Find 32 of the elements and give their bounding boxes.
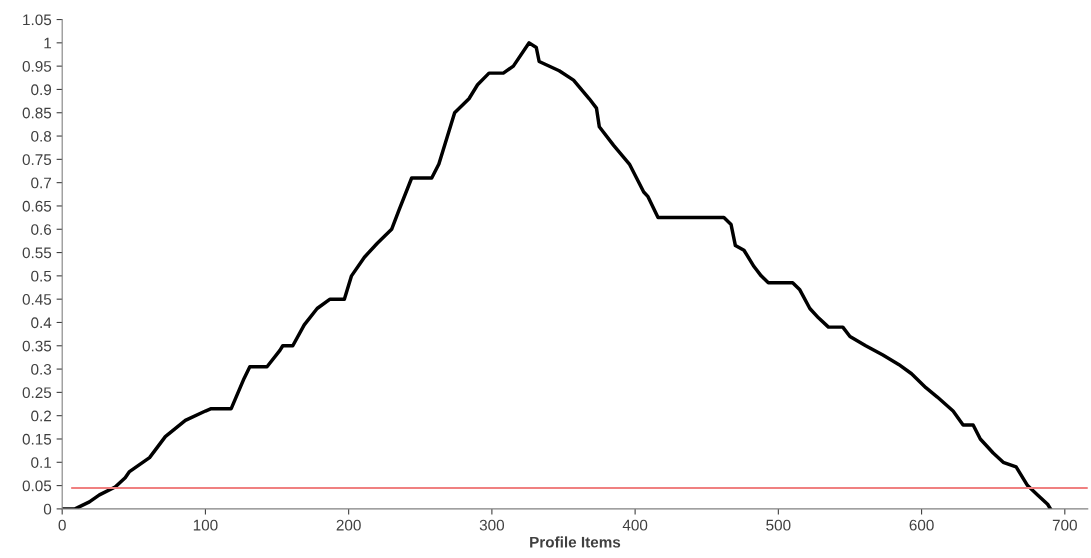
x-tick-label: 500 (766, 519, 791, 531)
x-tick-label: 100 (193, 519, 218, 531)
y-tick-label: 1 (44, 37, 52, 49)
x-tick-label: 700 (1052, 519, 1077, 531)
x-tick-label: 0 (58, 519, 66, 531)
x-axis-title: Profile Items (530, 536, 621, 548)
y-tick-label: 0.5 (31, 270, 52, 282)
y-tick-label: 0.15 (22, 433, 52, 445)
y-tick-label: 0.35 (22, 340, 52, 352)
y-tick-label: 0.75 (22, 154, 52, 166)
x-tick-label: 300 (479, 519, 505, 531)
y-tick-label: 1.05 (23, 14, 52, 26)
y-tick-label: 0.95 (22, 61, 52, 72)
y-tick-label: 0.05 (22, 480, 52, 492)
line-series (62, 41, 1053, 509)
y-tick-label: 0.25 (22, 387, 52, 399)
y-tick-label: 0.6 (31, 224, 52, 235)
x-tick-label: 600 (909, 519, 934, 531)
y-tick-label: 0.85 (22, 107, 52, 119)
y-tick-label: 0.3 (31, 363, 52, 375)
x-tick-label: 200 (336, 519, 361, 531)
y-tick-label: 0.2 (31, 410, 52, 422)
y-tick-label: 0.9 (31, 84, 52, 96)
y-tick-label: 0.4 (31, 317, 52, 329)
y-tick-label: 0.1 (31, 457, 52, 468)
y-tick-label: 0.8 (31, 130, 52, 142)
y-tick-label: 0.65 (22, 200, 52, 212)
y-tick-label: 0.55 (22, 247, 52, 259)
y-tick-label: 0.7 (31, 177, 52, 189)
x-tick-label: 400 (622, 519, 648, 531)
y-tick-label: 0 (43, 503, 52, 515)
y-tick-label: 0.45 (22, 294, 52, 305)
